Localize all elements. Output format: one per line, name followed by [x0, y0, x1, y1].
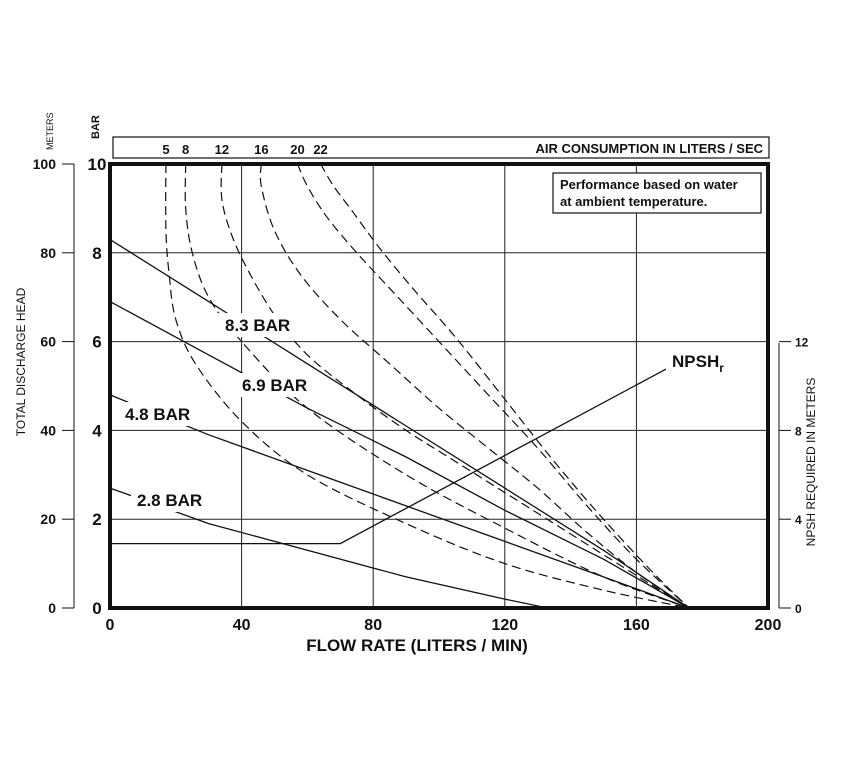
- meters-tick-label: 60: [40, 334, 56, 350]
- curves: [109, 163, 690, 609]
- label-bg-npsh: [666, 349, 732, 373]
- x-tick-label: 160: [623, 617, 650, 634]
- bar-tick-label: 2: [92, 510, 101, 529]
- pressure-curve-8-3----: [109, 238, 690, 609]
- meters-tick-label: 80: [40, 245, 56, 261]
- npsh-tick-label: 12: [795, 336, 809, 350]
- axes: METERS BAR TOTAL DISCHARGE HEAD NPSH REQ…: [14, 112, 818, 655]
- npsh-label-text: NPSH: [672, 352, 719, 371]
- air-tick-label: 22: [313, 142, 327, 157]
- bar-tick-label: 10: [88, 155, 107, 174]
- x-tick-label: 0: [106, 617, 115, 634]
- series-labels: 8.3 BAR 6.9 BAR 4.8 BAR 2.8 BAR NPSHr: [119, 313, 732, 512]
- note-box: Performance based on water at ambient te…: [552, 172, 762, 214]
- air-consumption-frame: [112, 136, 770, 159]
- npsh-tick-label: 8: [795, 424, 802, 438]
- right-axis-title: NPSH REQUIRED IN METERS: [804, 378, 818, 547]
- series-label-npsh: NPSHr: [672, 352, 724, 375]
- air-consumption-ticks: 5 8 12 16 20 22: [162, 142, 327, 157]
- air-consumption-label: AIR CONSUMPTION IN LITERS / SEC: [535, 141, 763, 156]
- meters-tick-label: 0: [48, 600, 56, 616]
- air-consumption-curve-22: [320, 163, 690, 609]
- grid-lines: [110, 164, 768, 608]
- series-label-6-9-bar: 6.9 BAR: [242, 376, 307, 395]
- bar-tick-label: 8: [92, 244, 101, 263]
- x-tick-label: 200: [755, 617, 782, 634]
- npsh-tick-label: 0: [795, 602, 802, 616]
- air-consumption-curve-8: [184, 163, 690, 609]
- label-bg-8-3-bar: [217, 313, 297, 337]
- x-tick-label: 80: [364, 617, 382, 634]
- air-consumption-scale: AIR CONSUMPTION IN LITERS / SEC 5 8 12 16 20…: [112, 136, 770, 159]
- note-line-2: at ambient temperature.: [560, 194, 707, 209]
- air-consumption-curve-16: [259, 163, 690, 609]
- pressure-curve-2-8----: [109, 487, 548, 609]
- label-bg-6-9-bar: [236, 373, 316, 397]
- pressure-curve-6-9----: [109, 301, 690, 609]
- plot-frame: [108, 162, 770, 610]
- note-frame: [552, 172, 762, 214]
- npsh-label-subscript: r: [719, 361, 724, 375]
- left-axis-meters-unit: METERS: [45, 112, 55, 150]
- series-label-4-8-bar: 4.8 BAR: [125, 405, 190, 424]
- series-label-2-8-bar: 2.8 BAR: [137, 491, 202, 510]
- air-tick-label: 16: [254, 142, 268, 157]
- air-tick-label: 12: [215, 142, 229, 157]
- npsh-curve: [110, 363, 677, 545]
- meters-tick-label: 20: [40, 511, 56, 527]
- meters-tick-label: 100: [33, 156, 57, 172]
- label-bg-2-8-bar: [131, 488, 211, 512]
- x-tick-label: 120: [491, 617, 518, 634]
- left-axis-bar-unit: BAR: [90, 115, 102, 139]
- npsh-tick-label: 4: [795, 513, 802, 527]
- series-label-8-3-bar: 8.3 BAR: [225, 316, 290, 335]
- pressure-curve-4-8----: [109, 394, 690, 609]
- note-line-1: Performance based on water: [560, 177, 738, 192]
- bar-tick-label: 4: [92, 421, 102, 440]
- meters-tick-label: 40: [40, 422, 56, 438]
- x-tick-label: 40: [233, 617, 251, 634]
- air-consumption-curve-5: [165, 163, 690, 609]
- label-bg-4-8-bar: [119, 402, 199, 426]
- x-axis-title: FLOW RATE (LITERS / MIN): [306, 636, 528, 655]
- left-axis-title: TOTAL DISCHARGE HEAD: [14, 287, 28, 436]
- air-tick-label: 5: [162, 142, 169, 157]
- air-tick-label: 8: [182, 142, 189, 157]
- bar-tick-label: 6: [92, 333, 101, 352]
- air-consumption-curve-12: [220, 163, 690, 609]
- air-consumption-curve-20: [296, 163, 690, 609]
- bar-tick-label: 0: [92, 599, 101, 618]
- air-tick-label: 20: [290, 142, 304, 157]
